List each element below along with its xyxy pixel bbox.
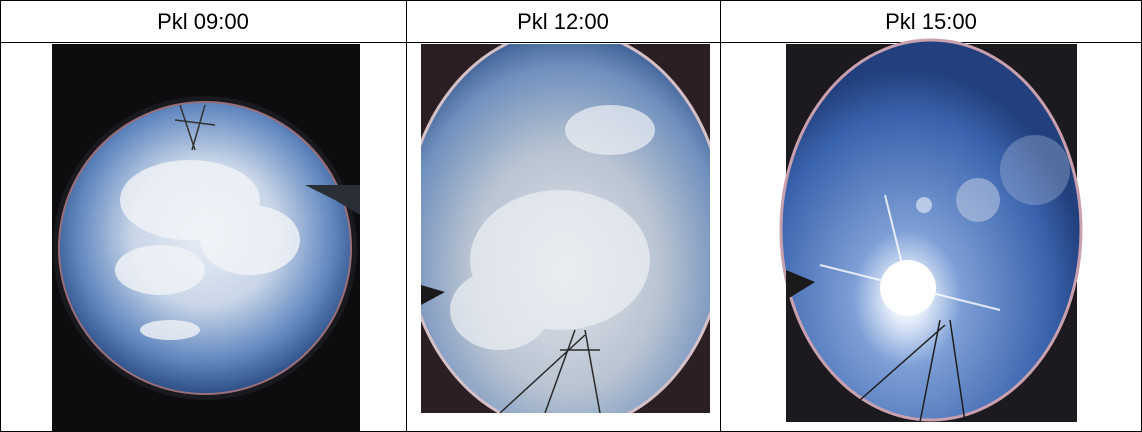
sky-photo	[421, 44, 710, 413]
header-cell: Pkl 12:00	[517, 9, 609, 34]
header-cell: Pkl 09:00	[157, 9, 249, 34]
header-cell: Pkl 15:00	[885, 9, 977, 34]
sky-photo	[52, 44, 360, 432]
sky-photo	[779, 38, 1083, 423]
